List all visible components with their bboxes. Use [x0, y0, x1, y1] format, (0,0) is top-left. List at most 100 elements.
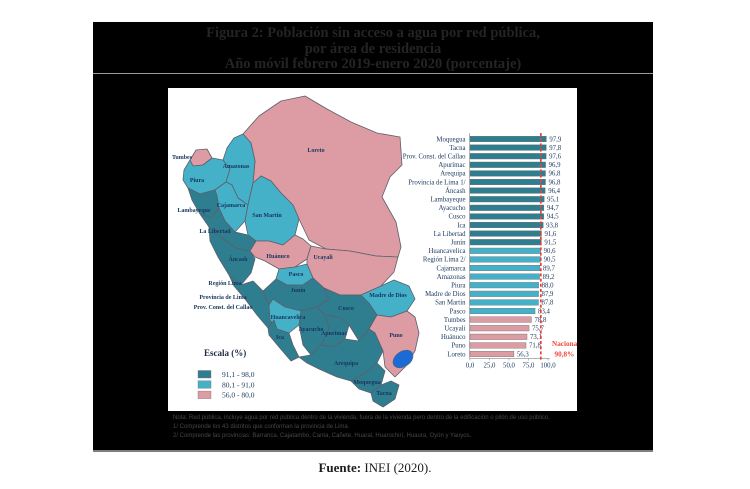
bar-11 [469, 230, 542, 237]
legend-swatch-mid [197, 380, 212, 389]
bar-value: 90,6 [544, 248, 556, 255]
map-region-tacna [370, 380, 400, 408]
figure-notes: Nota: Red pública, incluye agua por red … [173, 414, 550, 441]
map-label-arequipa: Arequipa [334, 361, 358, 367]
source-label: Fuente: [318, 460, 362, 475]
note-line3: 2/ Comprende las provincias: Barranca, C… [173, 433, 472, 439]
bar-8 [469, 204, 545, 211]
bar-label: Huánuco [441, 334, 466, 341]
bar-value: 97,8 [549, 145, 561, 152]
map-label-amazonas: Amazonas [223, 164, 250, 170]
bar-22 [469, 325, 530, 332]
map-label-huancavelica: Huancavelica [271, 315, 306, 321]
map-label-ayacucho: Ayacucho [299, 327, 324, 333]
map-label-apurimac: Apurímac [321, 331, 347, 337]
peru-map-and-bar-chart: Tumbes Piura Amazonas Loreto Lambayeque Cajam… [172, 95, 577, 408]
bar-0 [469, 136, 547, 143]
map-label-moquegua: Moquegua [353, 380, 380, 386]
bar-19 [469, 299, 539, 306]
bar-label: Madre de Dios [425, 291, 466, 298]
bar-16 [469, 273, 540, 280]
bar-18 [469, 290, 539, 297]
legend-label-mid: 80,1 - 91,0 [222, 380, 255, 389]
bar-value: 90,5 [544, 257, 556, 264]
bar-value: 75,7 [532, 326, 544, 333]
bar-label: Amazonas [437, 274, 466, 281]
map-region-ica [267, 319, 300, 362]
map-label-piura: Piura [190, 178, 204, 184]
bar-10 [469, 221, 544, 228]
bar-label: Loreto [447, 351, 466, 358]
map-label-cusco: Cusco [338, 306, 354, 312]
map-legend: Escala (%) 91,1 - 98,080,1 - 91,0 56,0 - … [197, 348, 255, 400]
map-label-loreto: Loreto [307, 148, 324, 154]
bar-label: Junín [451, 240, 466, 247]
bar-label: Apurímac [438, 162, 465, 169]
map-label-provincia-de-lima: Provincia de Lima [199, 295, 246, 301]
bar-value: 91,5 [544, 240, 556, 247]
legend-label-high: 91,1 - 98,0 [222, 370, 255, 379]
bar-value: 93,8 [546, 222, 558, 229]
map-label-region-lima: Región Lima [208, 281, 241, 287]
bar-7 [469, 196, 545, 203]
map-and-chart-area: Tumbes Piura Amazonas Loreto Lambayeque Cajam… [168, 88, 577, 411]
bar-label: Piura [451, 283, 465, 290]
legend-title: Escala (%) [204, 348, 246, 358]
bar-20 [469, 307, 536, 314]
bar-label: Tumbes [444, 317, 466, 324]
bar-label: Región Lima 2/ [423, 257, 466, 264]
map-label-prov-const-callao: Prov. Const. del Callao [194, 305, 253, 311]
bar-chart: Moquegua 97,9 Tacna 97,8 Prov. Const. del Ca… [403, 133, 577, 370]
bar-value: 89,2 [543, 274, 555, 281]
bar-25 [469, 351, 515, 358]
source-text: INEI (2020). [361, 460, 432, 475]
map-label-ucayali: Ucayali [313, 255, 333, 261]
x-tick-label: 100,0 [540, 363, 556, 370]
bar-17 [469, 282, 539, 289]
bar-value: 94,7 [547, 205, 559, 212]
bar-label: Provincia de Lima 1/ [408, 179, 465, 186]
bar-3 [469, 161, 546, 168]
legend-swatch-low [197, 390, 212, 399]
bar-4 [469, 170, 546, 177]
bar-23 [469, 333, 528, 340]
map-region-ancash [208, 226, 256, 286]
x-tick-label: 0,0 [466, 363, 475, 370]
bar-2 [469, 153, 547, 160]
note-line1: Nota: Red pública, incluye agua por red … [173, 415, 550, 421]
national-label: Nacional [552, 340, 577, 348]
map-label-san-martin: San Martín [252, 213, 282, 219]
bar-label: La Libertad [434, 231, 466, 238]
bar-5 [469, 178, 546, 185]
bar-21 [469, 316, 532, 323]
bar-label: Huancavelica [429, 248, 466, 255]
bar-6 [469, 187, 546, 194]
bar-label: Pasco [450, 308, 466, 315]
map-labels: Tumbes Piura Amazonas Loreto Lambayeque Cajam… [172, 148, 407, 397]
bar-12 [469, 239, 542, 246]
map-label-madre-de-dios: Madre de Dios [369, 293, 407, 299]
bar-value: 96,4 [548, 188, 560, 195]
bar-value: 83,4 [538, 308, 550, 315]
bar-13 [469, 247, 541, 254]
map-region-madre-de-dios [360, 279, 416, 318]
bar-9 [469, 213, 544, 220]
bar-label: Áncash [445, 187, 466, 195]
map-label-junin: Junín [291, 288, 306, 294]
map-label-pasco: Pasco [289, 272, 304, 278]
map-label-ancash: Áncash [228, 255, 248, 263]
title-divider [93, 73, 653, 74]
bar-value: 87,9 [542, 291, 554, 298]
map-label-cajamarca: Cajamarca [217, 203, 246, 209]
bar-value: 96,9 [549, 162, 561, 169]
map-region-arequipa [298, 328, 384, 382]
bar-1 [469, 144, 547, 151]
map-label-ica: Ica [276, 335, 284, 341]
bar-label: Prov. Const. del Callao [403, 154, 466, 161]
bar-label: Cusco [449, 214, 467, 221]
x-tick-label: 25,0 [484, 363, 496, 370]
legend-items: 91,1 - 98,080,1 - 91,0 56,0 - 80,0 [197, 370, 255, 400]
bar-label: Lambayeque [430, 197, 465, 204]
figure-title-line3: Año móvil febrero 2019-enero 2020 (porce… [224, 56, 522, 72]
map-label-tacna: Tacna [376, 391, 391, 397]
